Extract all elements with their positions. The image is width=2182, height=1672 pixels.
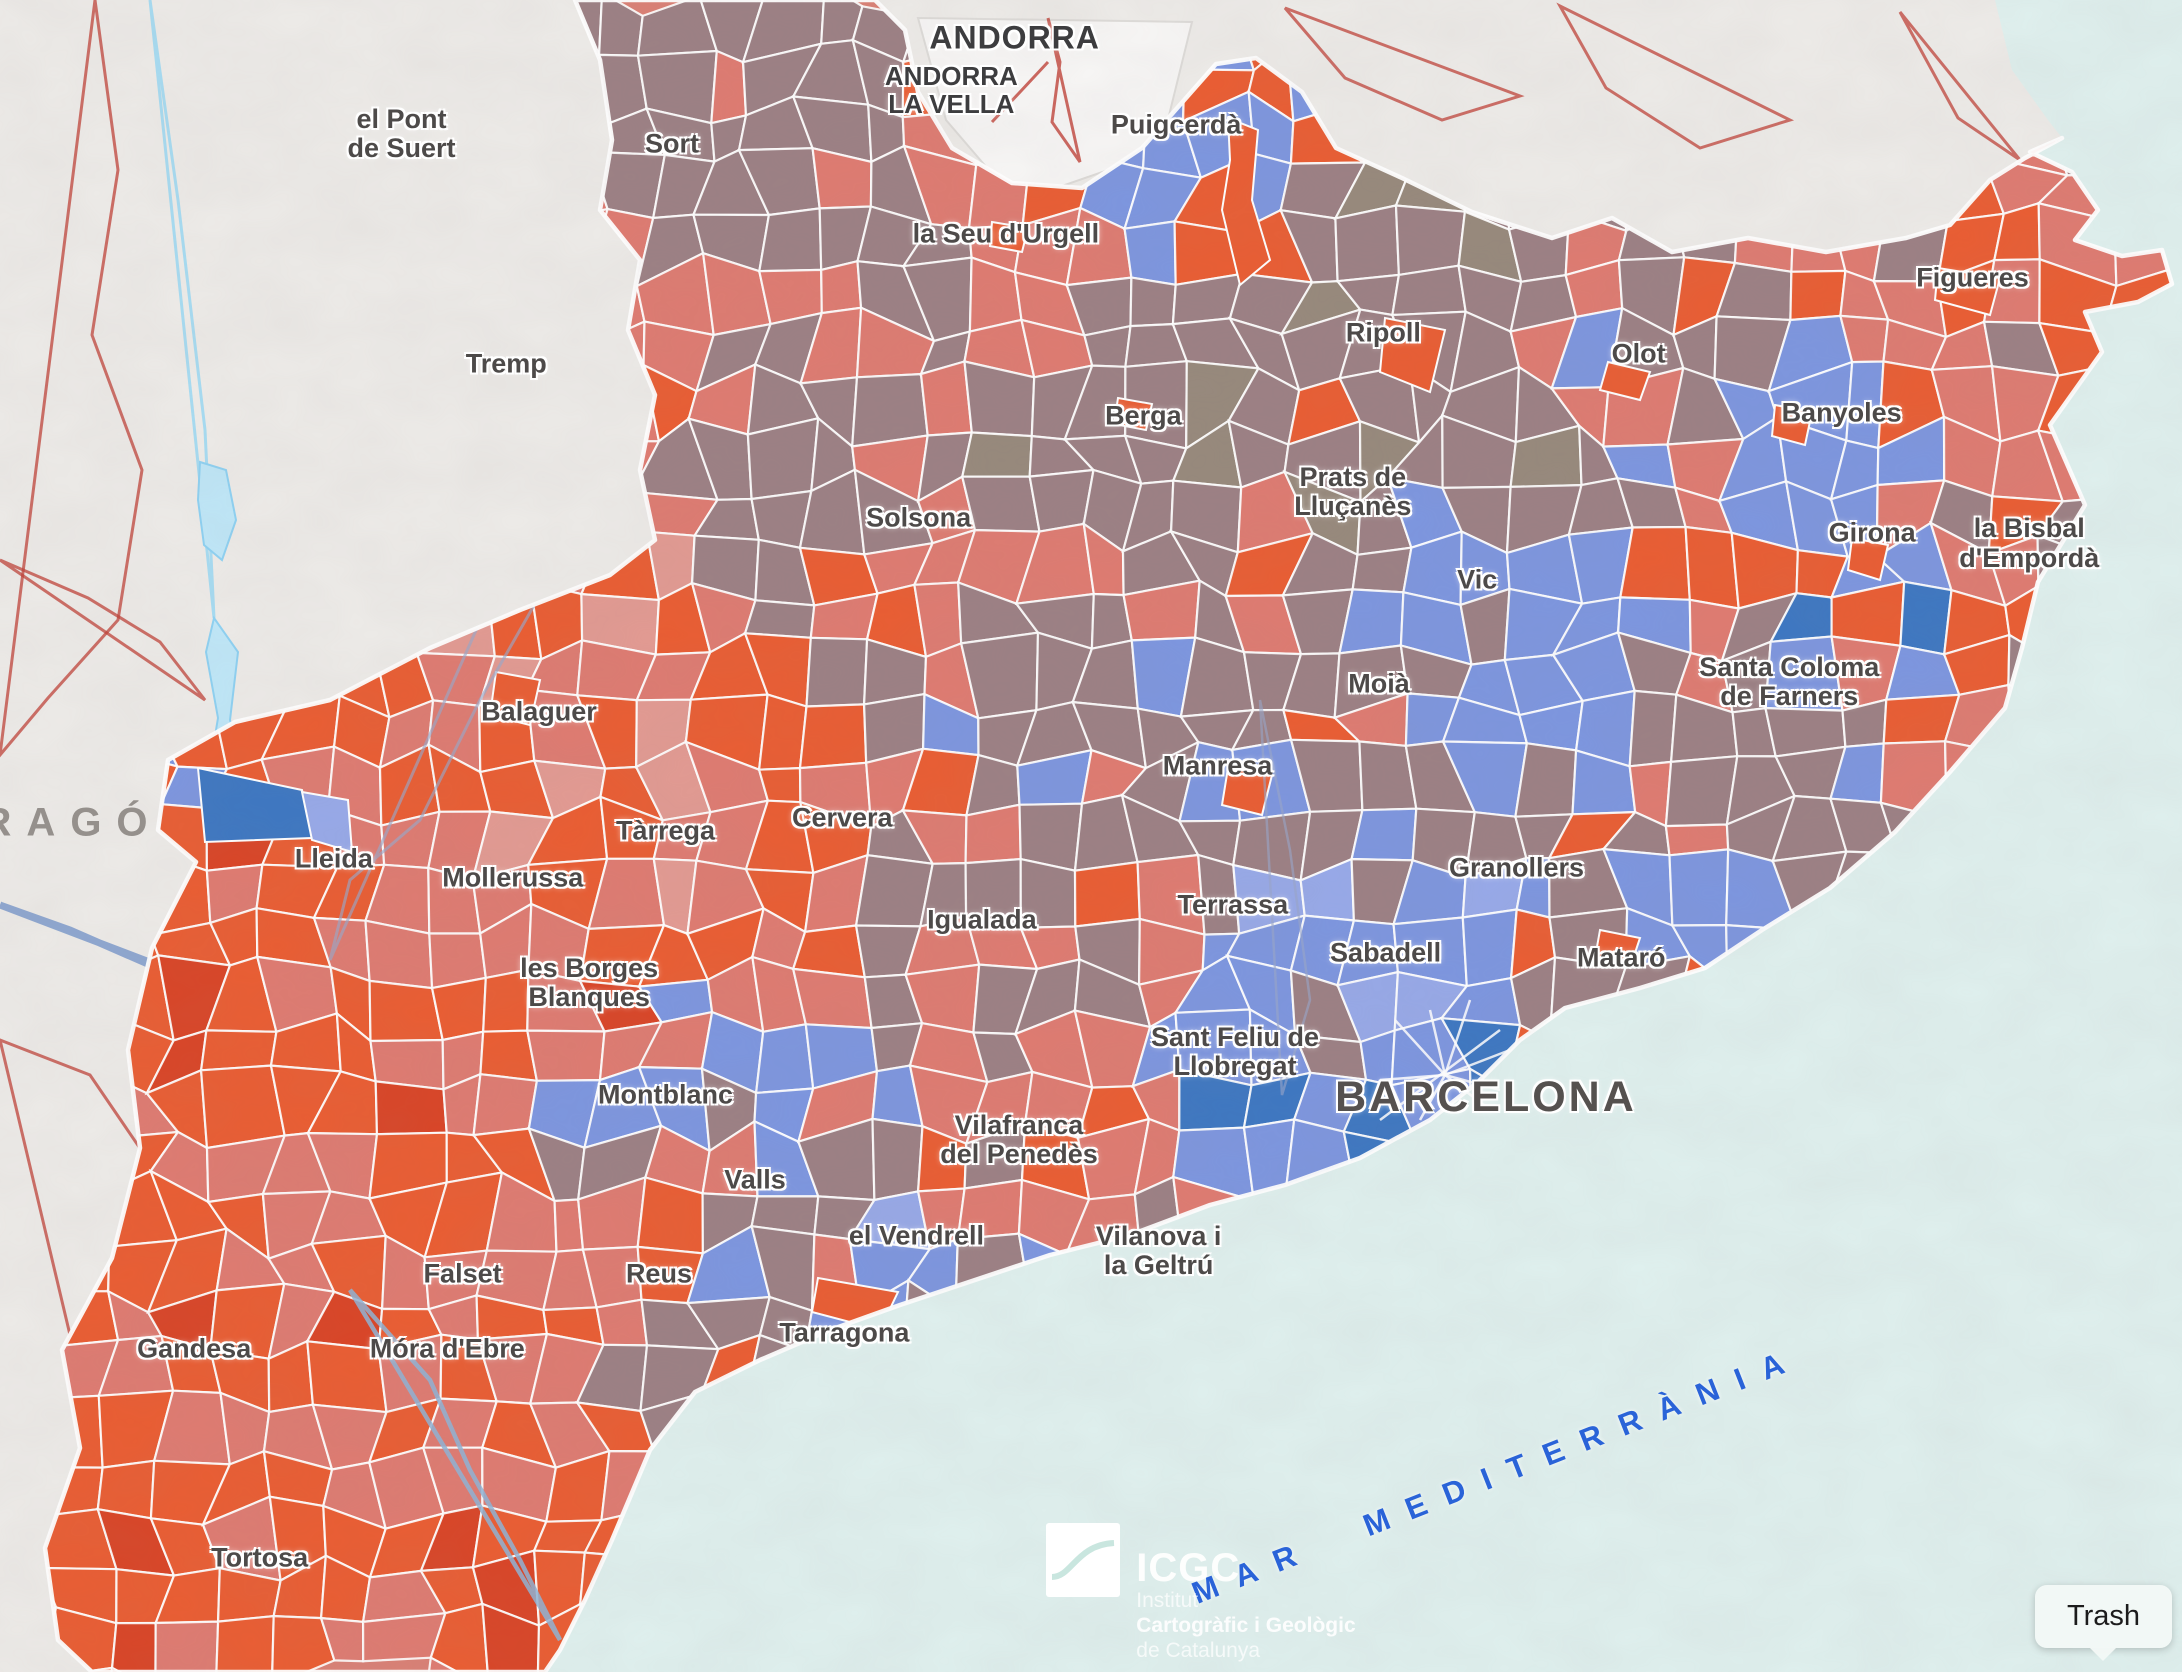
attribution-line: Institut: [1136, 1589, 1199, 1613]
trash-tooltip-label: Trash: [2066, 1600, 2140, 1632]
trash-tooltip[interactable]: Trash: [2034, 1585, 2172, 1648]
attribution-acronym: ICGC: [1136, 1546, 1241, 1591]
attribution-line: Cartogràfic i Geològic: [1136, 1613, 1356, 1637]
icgc-logo-curve: [1051, 1540, 1115, 1581]
attribution-line: de Catalunya: [1136, 1638, 1261, 1662]
icgc-logo: [1046, 1523, 1121, 1598]
map-attribution: ICGC Institut Cartogràfic i Geològic de …: [1046, 1523, 1356, 1663]
